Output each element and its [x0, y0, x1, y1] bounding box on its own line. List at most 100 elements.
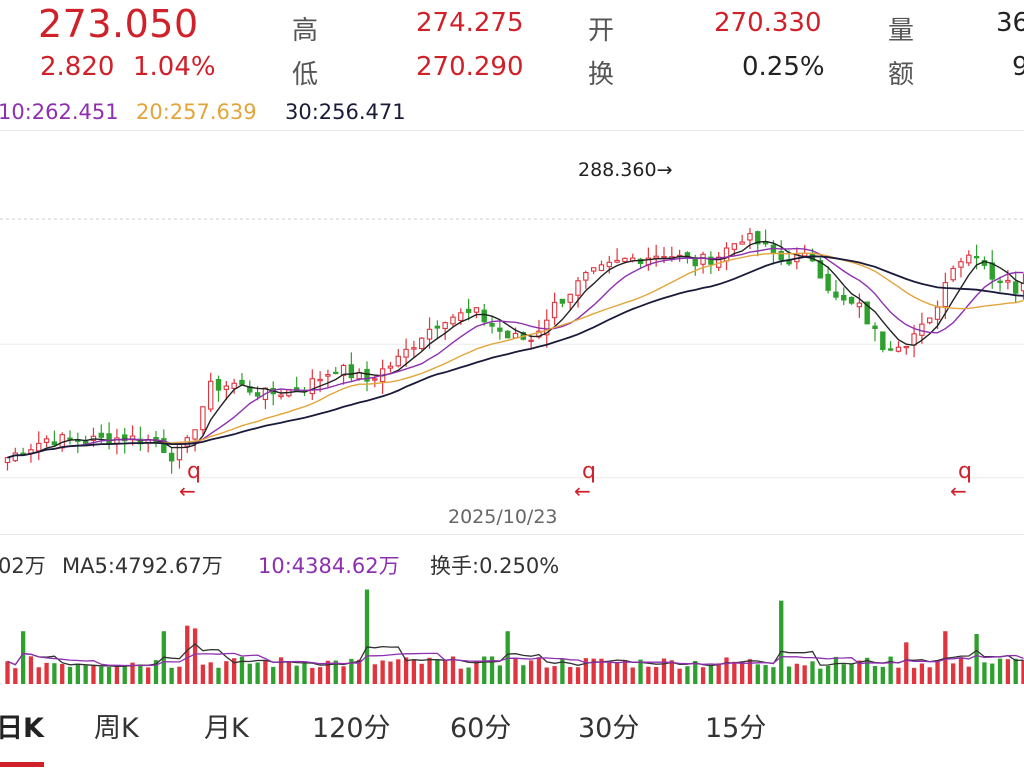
candle-body [403, 348, 409, 358]
volume-bar [419, 663, 424, 684]
candle-body [817, 260, 823, 279]
volume-bar [700, 667, 706, 684]
volume-bar [927, 667, 932, 684]
volume-bar [271, 666, 276, 684]
volume-bar [341, 666, 346, 684]
volume-bar [904, 642, 909, 684]
candle-body [887, 348, 894, 351]
volume-bar [216, 667, 221, 684]
candle-body [544, 319, 550, 336]
volume-value: 36 [996, 8, 1024, 38]
volume-ma10-line [7, 652, 1024, 667]
amount-label: 额 [888, 60, 915, 90]
candle-body [598, 264, 605, 272]
candle-body [387, 365, 394, 369]
volume-bar [146, 667, 151, 684]
dividend-arrow: ← [574, 479, 591, 502]
volume-bar [888, 656, 893, 684]
candle-body [966, 254, 972, 264]
candle-body [590, 267, 597, 272]
candle-body [458, 312, 464, 321]
volume-bar [130, 662, 135, 684]
volume-bar [106, 666, 112, 684]
volume-bar [13, 668, 18, 684]
candle-body [67, 437, 73, 440]
tab-daily-k[interactable]: 日K [0, 713, 44, 744]
tab-30min[interactable]: 30分 [578, 713, 640, 744]
volume-bar [583, 658, 588, 684]
open-label: 开 [588, 16, 615, 46]
volume-bar [935, 661, 940, 684]
volume-bar [1005, 659, 1011, 684]
volume-bar [427, 657, 432, 684]
volume-bar [622, 660, 628, 684]
volume-bar [192, 628, 198, 684]
volume-bar [810, 661, 815, 684]
candle-body [919, 323, 925, 336]
candle-body [200, 406, 206, 431]
candle-body [1005, 279, 1011, 283]
volume-bar [786, 666, 792, 684]
volume-bar [333, 660, 338, 684]
candle-body [419, 337, 425, 350]
candle-body [481, 309, 487, 323]
tab-15min[interactable]: 15分 [705, 713, 767, 744]
volume-bar [458, 668, 463, 684]
volume-bar [630, 667, 635, 684]
volume-bar [1013, 658, 1018, 684]
candle-body [567, 293, 573, 303]
volume-bar [396, 659, 401, 684]
volume-bar [568, 667, 573, 684]
candle-body [364, 368, 370, 382]
dividend-marker: q [582, 459, 596, 484]
volume-bar [177, 666, 182, 684]
volume-bar [677, 668, 682, 684]
volume-bar [122, 665, 127, 684]
ma30-legend: 30:256.471 [285, 100, 406, 124]
volume-bar [732, 661, 737, 684]
candle-body [895, 346, 902, 352]
tab-60min[interactable]: 60分 [450, 713, 512, 744]
candle-body [348, 364, 355, 379]
candlestick-chart[interactable]: 288.360→q←q←q← [0, 130, 1024, 502]
tab-monthly-k[interactable]: 月K [204, 713, 249, 744]
candle-body [731, 243, 738, 250]
volume-bar [521, 665, 526, 684]
volume-bar [919, 663, 925, 684]
low-label: 低 [292, 60, 319, 90]
candle-body [950, 267, 956, 281]
volume-bar [286, 662, 292, 684]
candle-body [934, 306, 941, 320]
volume-bar [599, 658, 604, 684]
volume-bar [60, 663, 65, 684]
volume-bar [489, 656, 495, 684]
volume-bar [310, 667, 315, 684]
volume-bar [450, 656, 456, 684]
volume-bar [114, 666, 120, 684]
candle-body [278, 394, 284, 398]
date-label: 2025/10/23 [448, 506, 558, 528]
candle-body [317, 378, 323, 382]
tab-120min[interactable]: 120分 [312, 713, 391, 744]
volume-bar [614, 662, 620, 684]
volume-chart[interactable] [0, 580, 1024, 684]
candle-body [161, 438, 167, 453]
volume-bar [325, 660, 331, 684]
candle-body [497, 327, 503, 332]
ma20-line [7, 252, 1024, 459]
volume-bar [317, 667, 323, 684]
volume-bar [763, 665, 768, 684]
candle-body [1012, 281, 1019, 294]
dividend-arrow: ← [179, 479, 196, 502]
volume-bar [575, 667, 581, 684]
volume-bar [5, 661, 10, 684]
tab-weekly-k[interactable]: 周K [94, 713, 139, 744]
candle-body [442, 322, 448, 330]
volume-bar [302, 662, 307, 684]
candle-body [575, 280, 581, 296]
volume-bar [294, 665, 299, 684]
volume-bar [28, 656, 34, 684]
candle-body [778, 250, 784, 261]
candle-body [903, 345, 909, 349]
volume-bar [435, 659, 440, 684]
